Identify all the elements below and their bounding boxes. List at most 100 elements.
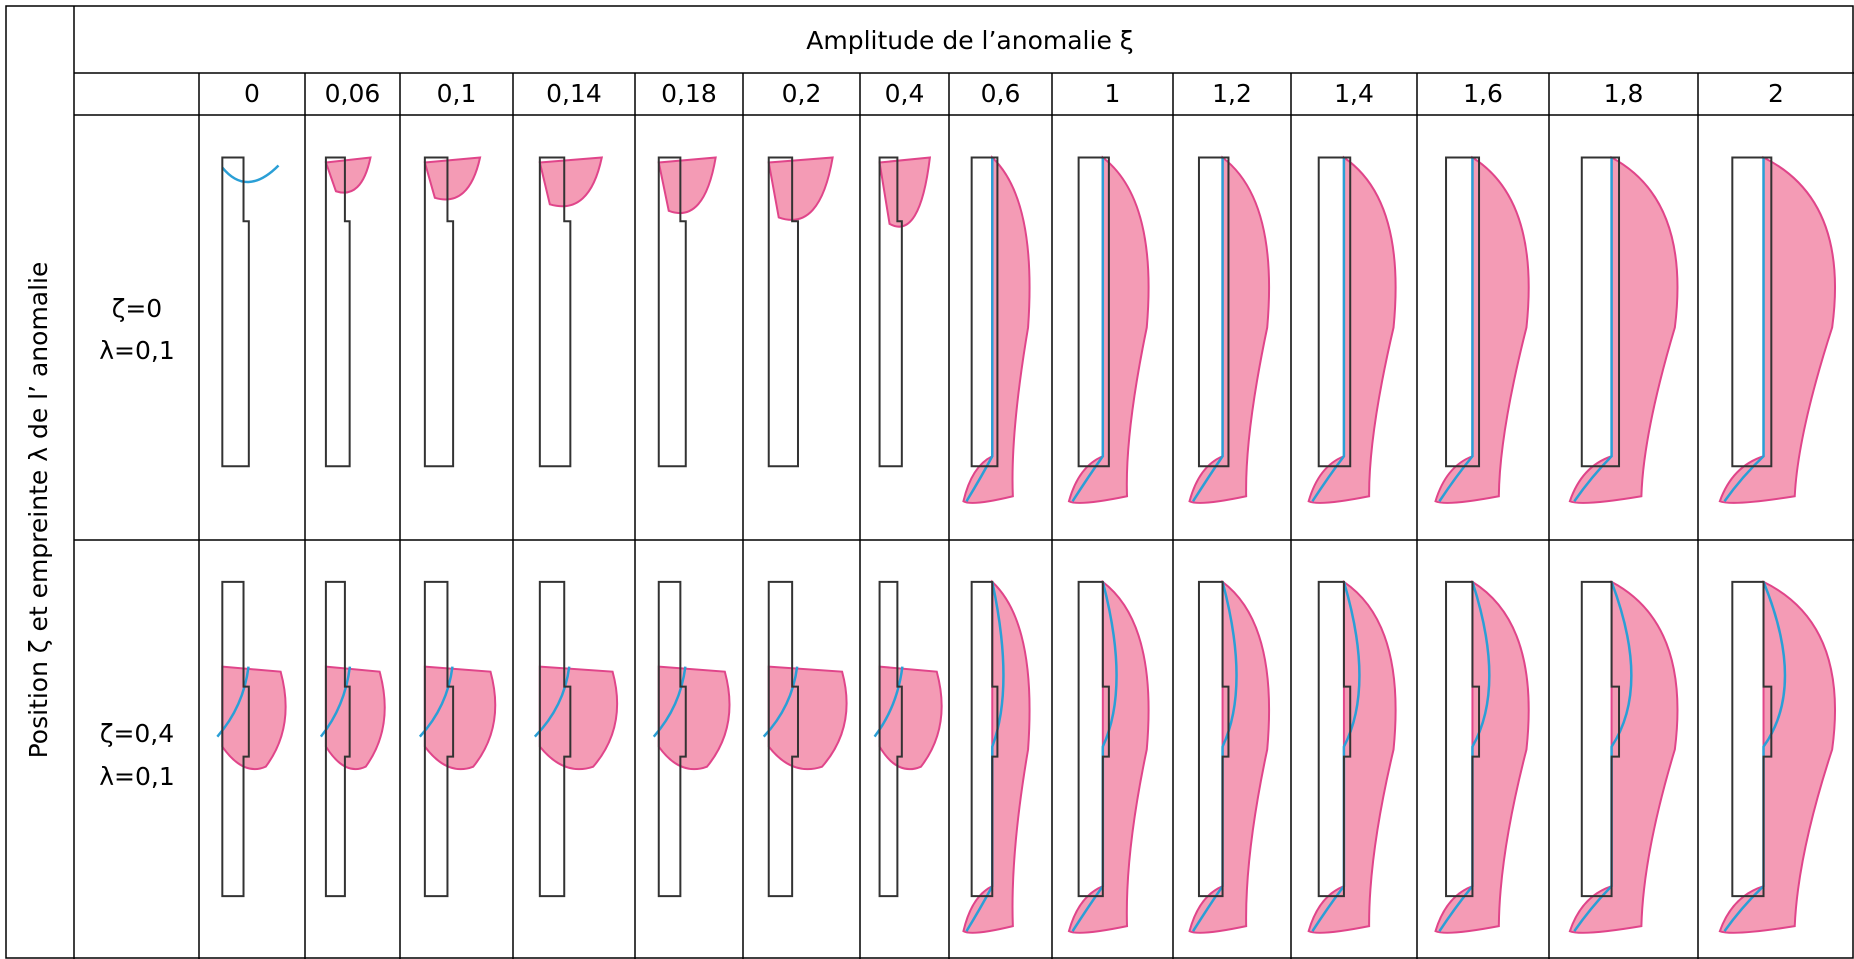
column-header: 2: [1768, 79, 1784, 108]
sketch-outline: [221, 580, 250, 898]
sketch-curve: [1192, 157, 1224, 502]
sketch: [1188, 579, 1271, 934]
sketch: [1434, 580, 1530, 934]
column-header: 1,4: [1334, 79, 1374, 108]
sketch: [1067, 579, 1150, 934]
sketch-blob: [538, 665, 619, 771]
sketch-outline: [878, 580, 903, 898]
sketch-curve: [965, 157, 994, 502]
column-header: 0,2: [782, 79, 822, 108]
sketch-blob: [1718, 155, 1836, 504]
sketch-outline: [970, 156, 999, 468]
column-header: 0,1: [437, 79, 477, 108]
column-header: 0,4: [885, 79, 925, 108]
header-title: Amplitude de l’anomalie ξ: [806, 26, 1133, 55]
sketch: [418, 580, 497, 898]
sketch: [1307, 580, 1397, 934]
column-header: 1,8: [1604, 79, 1644, 108]
sketch-blob: [878, 665, 943, 771]
sketch: [1568, 155, 1679, 504]
sketch: [878, 156, 932, 468]
sketch: [873, 580, 943, 898]
column-header: 0,18: [661, 79, 717, 108]
sketch-blob: [1434, 155, 1530, 504]
sketch: [423, 156, 482, 468]
sketch-outline: [1580, 156, 1621, 468]
sketch: [216, 580, 287, 898]
sketch-blob: [538, 156, 604, 208]
sketch-outline: [1317, 580, 1352, 898]
sketch: [221, 156, 280, 468]
sketch-outline: [1197, 156, 1230, 468]
row-footprint: λ=0,1: [99, 336, 175, 365]
sketch-blob: [657, 665, 731, 771]
sketch: [1434, 155, 1530, 504]
sketch: [1718, 155, 1836, 504]
column-header: 0,06: [325, 79, 381, 108]
sketch-outline: [767, 580, 799, 898]
column-header: 0: [244, 79, 260, 108]
sketch-outline: [1580, 580, 1621, 898]
column-header: 1,6: [1463, 79, 1503, 108]
sketch-blob: [221, 665, 287, 771]
sketch-curve: [1071, 157, 1105, 502]
sketch-outline: [324, 580, 351, 898]
sketch-blob: [1568, 155, 1679, 504]
column-header: 1: [1105, 79, 1121, 108]
table-grid: [5, 5, 1854, 959]
sketch-outline: [423, 580, 455, 898]
sketch: [538, 156, 604, 468]
sketch-blob: [324, 156, 372, 194]
sketch-outline: [1077, 156, 1110, 468]
sketch-blob: [767, 156, 834, 221]
sketch-outline: [657, 580, 687, 898]
sketch-outline: [423, 156, 455, 468]
sketch-outline: [878, 156, 903, 468]
sketch: [962, 579, 1031, 934]
sketch-blob: [657, 156, 717, 214]
sketch-blob: [878, 156, 932, 228]
sketch-outline: [1317, 156, 1352, 468]
sketch-outline: [538, 580, 572, 898]
row-position: ζ=0: [112, 294, 162, 323]
sketch: [962, 155, 1031, 504]
sketch-blob: [423, 156, 482, 201]
row-footprint: λ=0,1: [99, 762, 175, 791]
sketch-blob: [423, 665, 497, 771]
sketch-curve: [1573, 157, 1613, 502]
column-header: 0,6: [981, 79, 1021, 108]
sketch: [767, 156, 834, 468]
sketch: [652, 580, 731, 898]
sketch: [657, 156, 717, 468]
table-border: [5, 5, 1854, 959]
sketch-curve: [1311, 157, 1346, 502]
sketch-outline: [767, 156, 799, 468]
sketch: [1718, 580, 1836, 934]
sketch: [319, 580, 386, 898]
sketch-blob: [324, 665, 386, 771]
sketch: [762, 580, 848, 898]
sketch-curve: [1723, 157, 1765, 502]
column-header: 0,14: [546, 79, 602, 108]
sketch-outline: [221, 156, 250, 468]
sketch: [324, 156, 372, 468]
sketch-outline: [1077, 580, 1110, 898]
sketch-outline: [324, 156, 351, 468]
sketch: [533, 580, 619, 898]
sketch-outline: [1197, 580, 1230, 898]
row-position: ζ=0,4: [100, 719, 174, 748]
sketch: [1188, 155, 1271, 504]
sketch-outline: [1731, 156, 1773, 468]
sketch-outline: [1445, 156, 1481, 468]
sketch: [1307, 155, 1397, 504]
sketch-outline: [970, 580, 999, 898]
column-header: 1,2: [1212, 79, 1252, 108]
row-axis-label: Position ζ et empreinte λ de l’ anomalie: [24, 262, 53, 759]
sketch-outline: [657, 156, 687, 468]
sketch: [1067, 155, 1150, 504]
sketch-curve: [221, 164, 280, 184]
sketch-outline: [1445, 580, 1481, 898]
sketch-blob: [1307, 580, 1397, 934]
